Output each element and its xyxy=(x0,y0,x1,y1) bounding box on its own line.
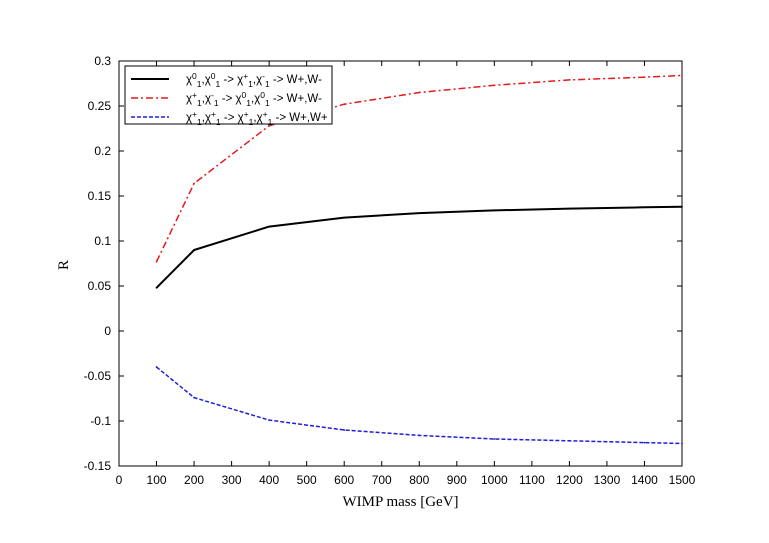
data-point xyxy=(155,286,158,289)
data-point xyxy=(193,182,195,185)
x-tick-label: 1400 xyxy=(631,473,658,487)
y-tick-label: 0.05 xyxy=(88,279,112,293)
data-point xyxy=(343,103,346,106)
x-tick-label: 1100 xyxy=(519,473,545,487)
series-line-3 xyxy=(156,366,683,445)
data-point xyxy=(681,442,683,445)
legend-box xyxy=(124,65,333,125)
data-point xyxy=(643,206,646,209)
x-axis-label: WIMP mass [GeV] xyxy=(342,494,458,510)
y-tick-label: 0.25 xyxy=(88,99,112,113)
data-point xyxy=(493,209,496,212)
x-tick-label: 300 xyxy=(222,473,242,487)
data-point xyxy=(681,74,683,77)
data-point xyxy=(268,419,271,421)
x-tick-label: 500 xyxy=(297,473,317,487)
data-point xyxy=(193,249,195,251)
y-tick-label: 0 xyxy=(104,324,111,338)
y-tick-label: 0.1 xyxy=(94,234,111,248)
legend: χ01,χ01 -> χ+1,χ-1 -> W+,W-χ+1,χ-1 -> χ0… xyxy=(124,65,333,127)
data-point xyxy=(418,212,421,215)
data-point xyxy=(493,438,496,440)
x-tick-label: 800 xyxy=(409,473,429,487)
x-tick-label: 1300 xyxy=(594,473,621,487)
data-point xyxy=(418,91,421,94)
y-tick-label: 0.3 xyxy=(94,54,111,68)
y-tick-label: -0.05 xyxy=(84,369,112,383)
legend-entry-3: χ+1,χ+1 -> χ+1,χ+1 -> W+,W+ xyxy=(186,109,328,127)
data-point xyxy=(155,366,158,368)
y-tick-label: 0.2 xyxy=(94,144,111,158)
x-tick-label: 1000 xyxy=(481,473,508,487)
data-point xyxy=(681,205,683,208)
series-lines xyxy=(155,74,683,445)
data-point xyxy=(643,76,646,79)
data-point xyxy=(418,434,421,437)
data-point xyxy=(568,207,571,210)
x-tick-label: 900 xyxy=(447,473,467,487)
y-tick-label: 0.15 xyxy=(88,189,112,203)
x-tick-label: 600 xyxy=(334,473,354,487)
x-tick-label: 1200 xyxy=(556,473,583,487)
series-points xyxy=(155,74,683,445)
x-tick-label: 400 xyxy=(259,473,279,487)
axis-ticks: 0 100 200 300 400 500 600 700 800 900 1000 1100 1200… xyxy=(84,54,696,487)
data-point xyxy=(493,84,496,87)
data-point xyxy=(568,439,571,442)
data-point xyxy=(193,396,195,399)
legend-entry-2: χ+1,χ-1 -> χ01,χ01 -> W+,W- xyxy=(186,90,322,108)
y-tick-label: -0.15 xyxy=(84,459,112,473)
plot-frame xyxy=(118,60,683,467)
data-point xyxy=(643,441,646,444)
legend-entry-1: χ01,χ01 -> χ+1,χ-1 -> W+,W- xyxy=(186,71,322,89)
x-tick-label: 200 xyxy=(184,473,204,487)
data-point xyxy=(155,260,158,263)
data-point xyxy=(343,216,346,219)
data-point xyxy=(268,124,271,127)
series-line-1 xyxy=(155,205,683,289)
x-tick-label: 100 xyxy=(147,473,167,487)
data-point xyxy=(568,79,571,81)
x-tick-label: 700 xyxy=(372,473,392,487)
y-axis-label: R xyxy=(56,260,72,270)
x-tick-label: 0 xyxy=(116,473,123,487)
data-point xyxy=(268,225,271,228)
x-tick-label: 1500 xyxy=(669,473,696,487)
y-tick-label: -0.1 xyxy=(90,414,111,428)
data-point xyxy=(343,429,346,431)
